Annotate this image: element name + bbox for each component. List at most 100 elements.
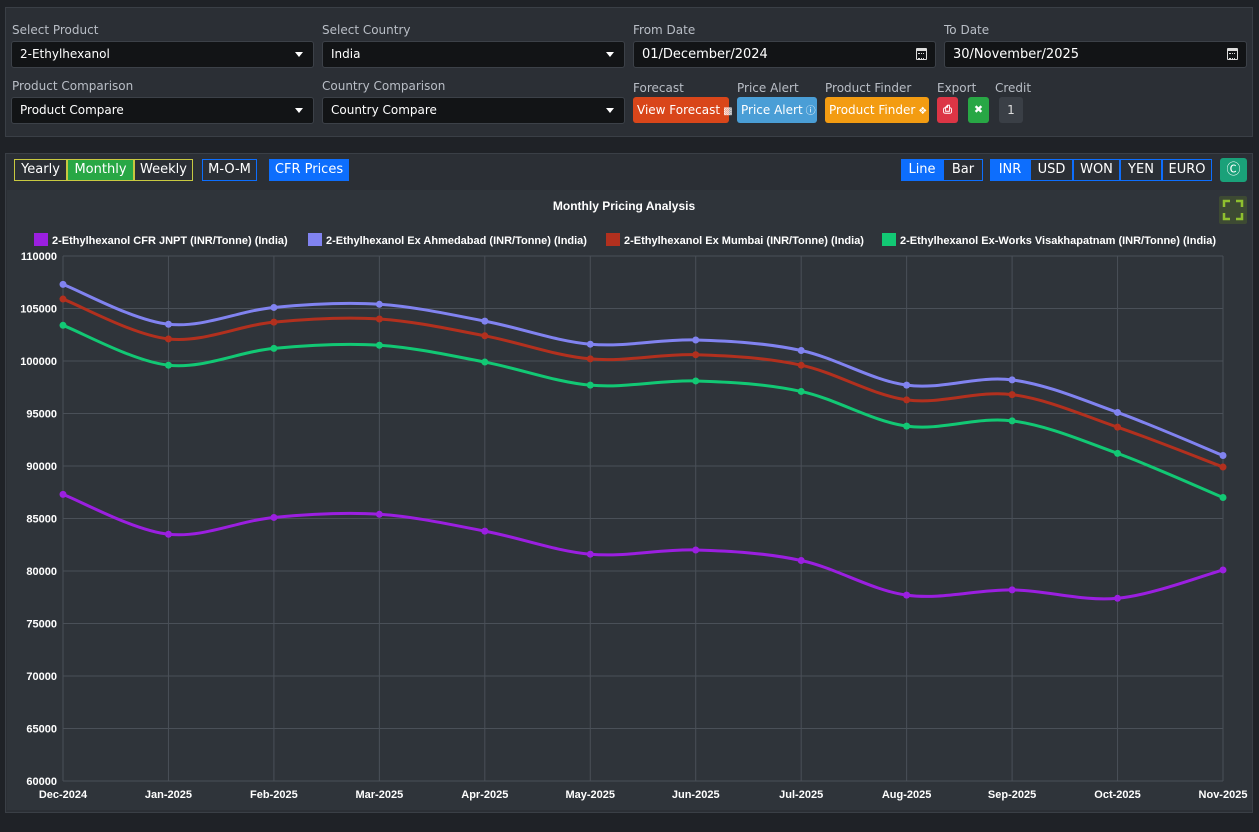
from-date-input[interactable]: 01/December/2024 — [633, 41, 936, 68]
data-point[interactable] — [375, 510, 383, 518]
product-comparison-label: Product Comparison — [12, 79, 134, 93]
data-point[interactable] — [1114, 408, 1122, 416]
country-comparison-select[interactable]: Country Compare — [322, 97, 625, 124]
excel-export-button[interactable]: ✖ — [968, 97, 989, 123]
y-tick-label: 100000 — [20, 356, 57, 368]
info-icon: ⓘ — [805, 106, 816, 117]
data-point[interactable] — [586, 550, 594, 558]
data-point[interactable] — [586, 355, 594, 363]
tab-monthly[interactable]: Monthly — [67, 159, 134, 181]
data-point[interactable] — [1008, 376, 1016, 384]
calendar-icon[interactable] — [1227, 48, 1238, 60]
tab-yearly[interactable]: Yearly — [14, 159, 67, 181]
chart-legend: 2-Ethylhexanol CFR JNPT (INR/Tonne) (Ind… — [34, 233, 1216, 247]
to-date-label: To Date — [944, 23, 990, 37]
country-comparison-group: Country Comparison — [322, 79, 445, 93]
product-select[interactable]: 2-Ethylhexanol — [11, 41, 314, 68]
data-point[interactable] — [1219, 452, 1227, 459]
currency-inr-button[interactable]: INR — [990, 159, 1030, 181]
data-point[interactable] — [270, 303, 278, 311]
data-point[interactable] — [164, 361, 172, 369]
data-point[interactable] — [1114, 594, 1122, 602]
data-point[interactable] — [59, 295, 67, 303]
data-point[interactable] — [903, 591, 911, 599]
data-point[interactable] — [375, 315, 383, 323]
data-point[interactable] — [1114, 449, 1122, 457]
chart-grid — [62, 255, 1224, 782]
x-axis: Dec-2024 Jan-2025 Feb-2025 Mar-2025 Apr-2025… — [39, 789, 1248, 801]
data-point[interactable] — [1219, 566, 1227, 574]
view-forecast-button[interactable]: View Forecast ▩ — [633, 97, 733, 123]
from-date-group: From Date — [633, 23, 695, 37]
price-alert-label: Price Alert — [737, 81, 799, 95]
data-point[interactable] — [1219, 463, 1227, 471]
dollar-currency-icon[interactable]: Ⓒ — [1220, 158, 1247, 182]
calendar-icon[interactable] — [916, 48, 927, 60]
product-finder-button[interactable]: Product Finder ❖ — [825, 97, 929, 123]
x-tick-label: Jul-2025 — [779, 789, 823, 801]
line-chart-button[interactable]: Line — [901, 159, 943, 181]
data-point[interactable] — [692, 377, 700, 385]
data-point[interactable] — [903, 396, 911, 404]
data-point[interactable] — [59, 280, 67, 288]
data-point[interactable] — [1114, 423, 1122, 431]
data-point[interactable] — [270, 318, 278, 326]
mom-button[interactable]: M-O-M — [202, 159, 257, 181]
product-comparison-select[interactable]: Product Compare — [11, 97, 314, 124]
data-point[interactable] — [692, 546, 700, 554]
series-3 — [59, 321, 1227, 501]
filter-panel: Select Product 2-Ethylhexanol Select Cou… — [5, 7, 1253, 137]
product-select-value: 2-Ethylhexanol — [20, 47, 110, 61]
data-point[interactable] — [375, 300, 383, 308]
legend-item[interactable]: 2-Ethylhexanol Ex Ahmedabad (INR/Tonne) … — [308, 233, 587, 247]
data-point[interactable] — [797, 557, 805, 564]
data-point[interactable] — [1219, 494, 1227, 501]
data-point[interactable] — [164, 530, 172, 538]
data-point[interactable] — [481, 317, 489, 325]
data-point[interactable] — [586, 340, 594, 348]
data-point[interactable] — [903, 422, 911, 430]
currency-euro-button[interactable]: EURO — [1162, 159, 1212, 181]
data-point[interactable] — [903, 381, 911, 389]
currency-yen-button[interactable]: YEN — [1120, 159, 1162, 181]
data-point[interactable] — [164, 335, 172, 343]
data-point[interactable] — [797, 387, 805, 395]
y-tick-label: 75000 — [26, 619, 57, 631]
data-point[interactable] — [1008, 417, 1016, 425]
data-point[interactable] — [1008, 391, 1016, 399]
country-select[interactable]: India — [322, 41, 625, 68]
forecast-label: Forecast — [633, 81, 684, 95]
bar-chart-button[interactable]: Bar — [943, 159, 983, 181]
legend-swatch — [34, 233, 48, 246]
data-point[interactable] — [692, 351, 700, 359]
data-point[interactable] — [797, 347, 805, 354]
data-point[interactable] — [481, 527, 489, 535]
data-point[interactable] — [164, 320, 172, 328]
data-point[interactable] — [692, 336, 700, 344]
data-point[interactable] — [481, 358, 489, 366]
cfr-prices-button[interactable]: CFR Prices — [269, 159, 349, 181]
legend-item[interactable]: 2-Ethylhexanol Ex Mumbai (INR/Tonne) (In… — [606, 233, 864, 247]
currency-won-button[interactable]: WON — [1073, 159, 1120, 181]
data-point[interactable] — [375, 341, 383, 349]
fullscreen-icon[interactable] — [1219, 196, 1247, 224]
x-tick-label: Oct-2025 — [1094, 789, 1140, 801]
to-date-input[interactable]: 30/November/2025 — [944, 41, 1247, 68]
data-point[interactable] — [797, 361, 805, 369]
pdf-export-button[interactable]: ⎙ — [937, 97, 958, 123]
currency-usd-button[interactable]: USD — [1030, 159, 1073, 181]
legend-item[interactable]: 2-Ethylhexanol Ex-Works Visakhapatnam (I… — [882, 233, 1216, 247]
data-point[interactable] — [270, 344, 278, 352]
legend-item[interactable]: 2-Ethylhexanol CFR JNPT (INR/Tonne) (Ind… — [34, 233, 288, 247]
data-point[interactable] — [481, 332, 489, 340]
y-tick-label: 70000 — [26, 671, 57, 683]
x-tick-label: Dec-2024 — [39, 789, 88, 801]
tab-weekly[interactable]: Weekly — [134, 159, 193, 181]
data-point[interactable] — [1008, 586, 1016, 594]
data-point[interactable] — [270, 513, 278, 521]
data-point[interactable] — [586, 381, 594, 389]
price-alert-button[interactable]: Price Alert ⓘ — [737, 97, 817, 123]
data-point[interactable] — [59, 321, 67, 329]
legend-swatch — [882, 233, 896, 246]
data-point[interactable] — [59, 490, 67, 498]
